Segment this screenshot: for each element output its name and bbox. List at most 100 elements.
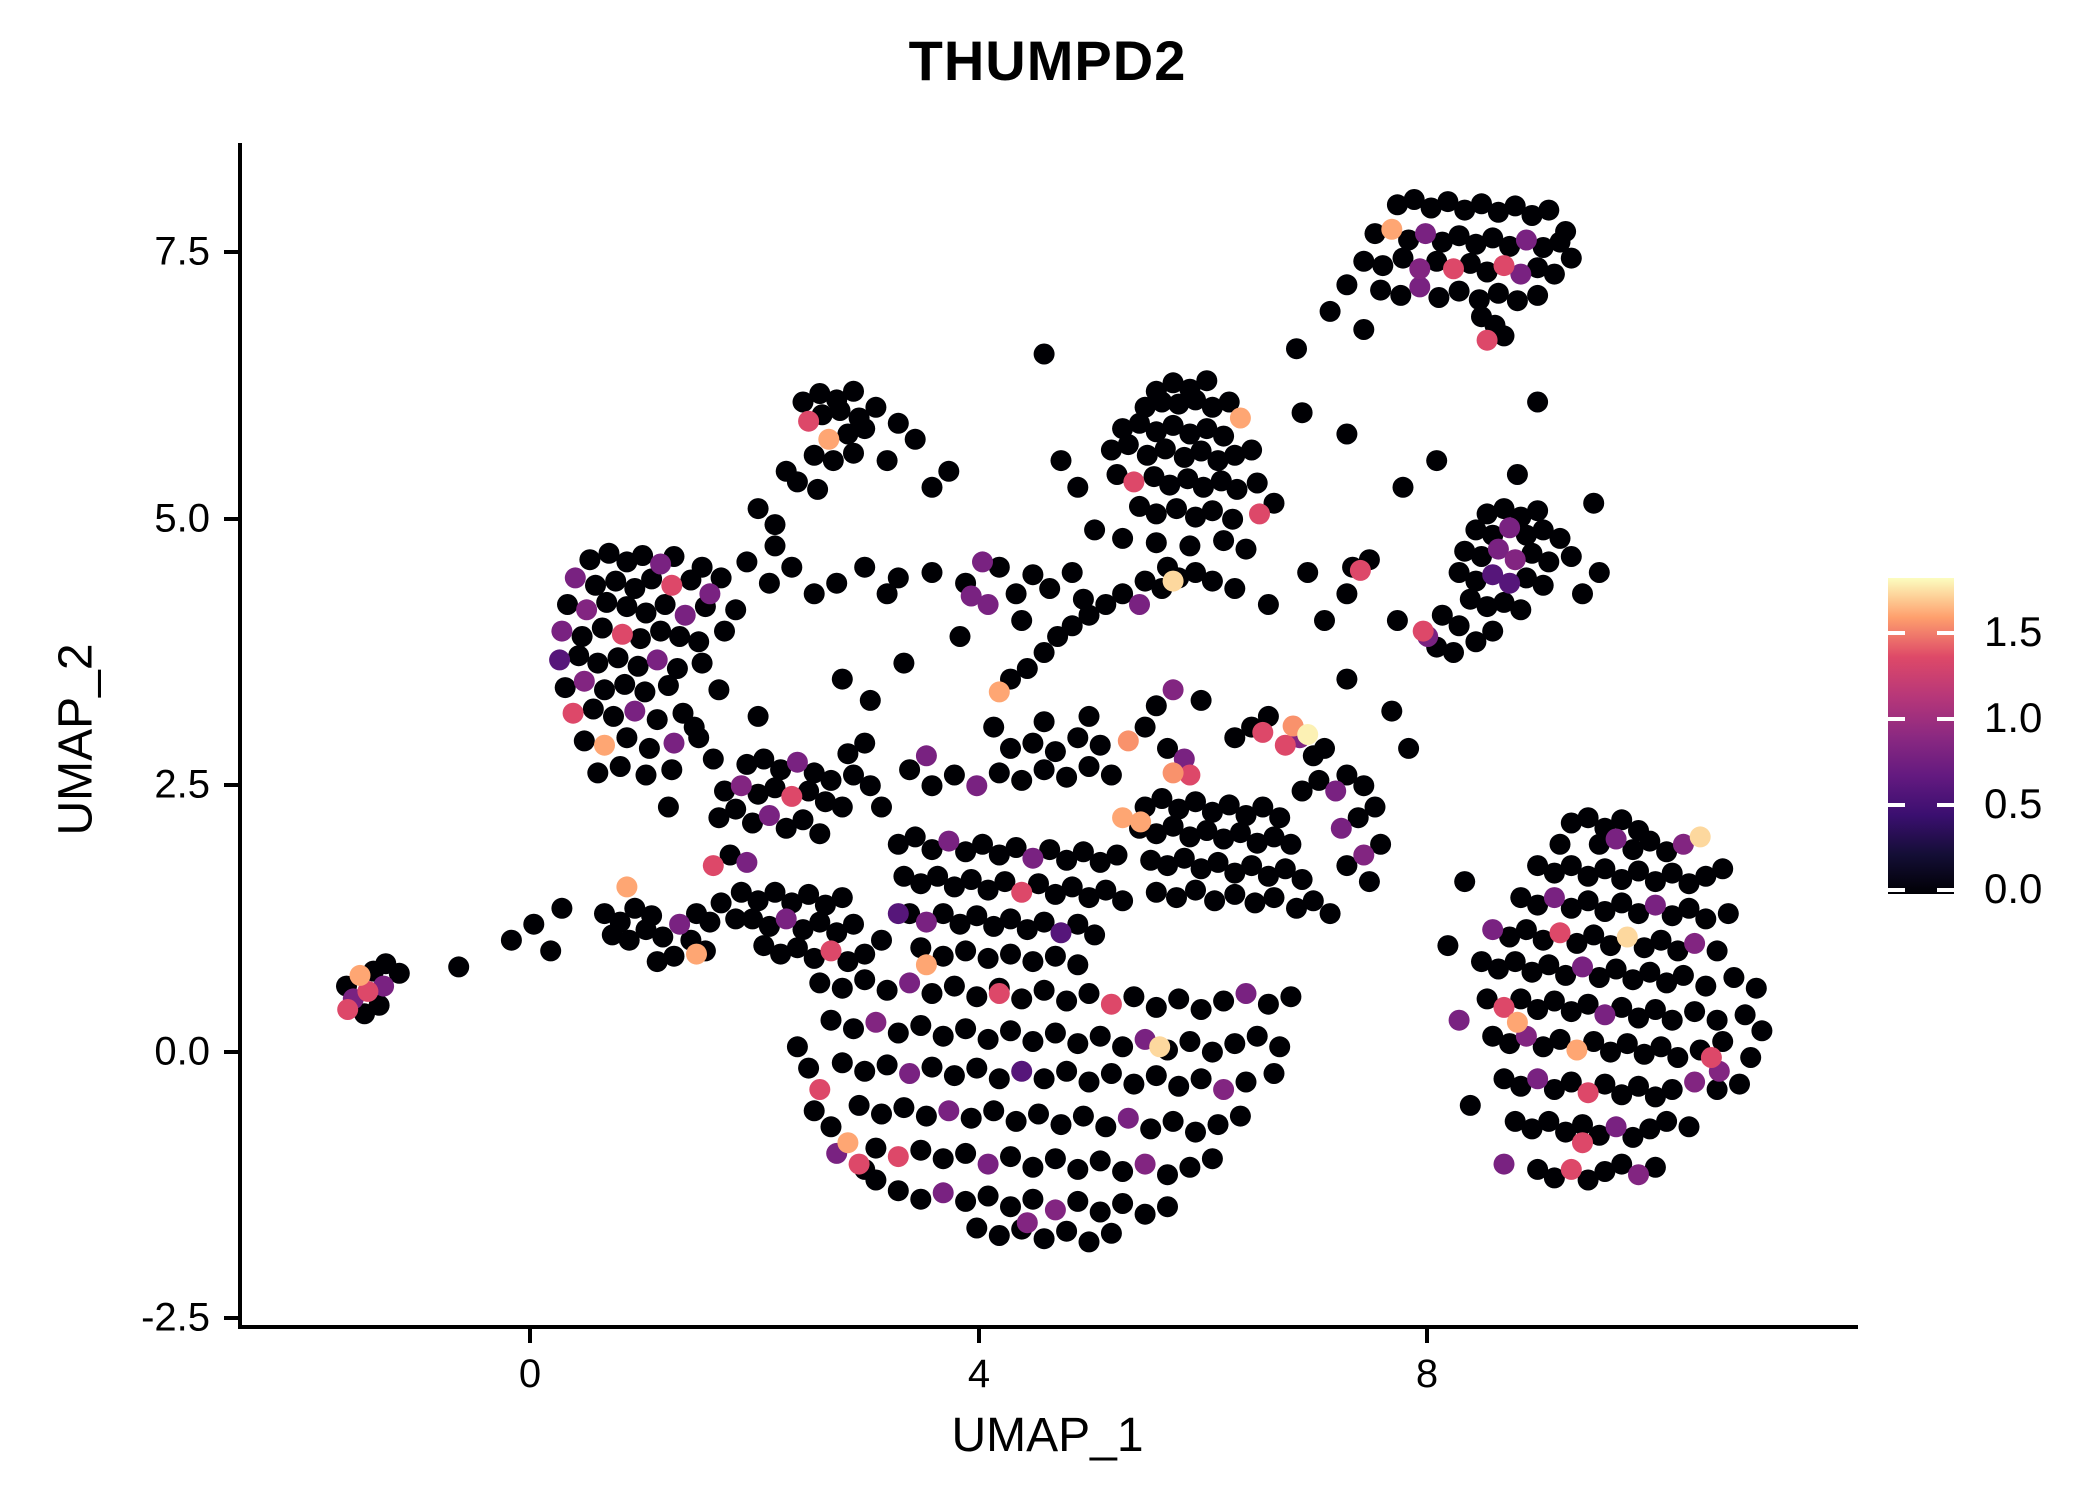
data-point: [1577, 993, 1599, 1015]
data-point: [1443, 258, 1464, 280]
data-point: [1549, 1028, 1571, 1050]
data-point: [688, 727, 710, 749]
data-point: [977, 1028, 999, 1050]
data-point: [747, 890, 769, 912]
data-point: [915, 911, 937, 933]
data-point: [1078, 1231, 1100, 1253]
data-point: [1179, 1031, 1201, 1052]
data-point: [988, 681, 1010, 703]
data-point: [714, 620, 735, 642]
y-tick-label: 2.5: [154, 762, 210, 807]
data-point: [1177, 468, 1199, 490]
data-point: [1089, 851, 1111, 873]
data-point: [1291, 869, 1313, 890]
data-point: [899, 759, 921, 781]
data-point: [1700, 1047, 1722, 1068]
data-point: [820, 1009, 842, 1031]
data-point: [1056, 849, 1078, 871]
data-point: [848, 1153, 870, 1175]
data-point: [699, 911, 721, 933]
data-point: [1577, 890, 1599, 912]
data-point: [764, 514, 786, 536]
data-point: [1100, 1063, 1122, 1084]
data-point: [899, 972, 921, 994]
data-point: [1112, 1036, 1134, 1058]
data-point: [1269, 807, 1291, 829]
data-point: [1143, 466, 1165, 488]
data-point: [865, 396, 887, 418]
data-point: [955, 1018, 977, 1040]
data-point: [579, 549, 601, 571]
data-point: [837, 1132, 859, 1154]
data-point: [854, 969, 876, 991]
data-point: [627, 655, 649, 677]
data-point: [803, 1100, 825, 1122]
data-point: [500, 929, 522, 951]
data-point: [1123, 986, 1145, 1008]
data-point: [1521, 961, 1543, 983]
data-point: [1263, 1063, 1285, 1084]
data-point: [1611, 809, 1633, 831]
data-point: [616, 551, 638, 573]
data-point: [1398, 737, 1420, 759]
data-point: [876, 583, 898, 605]
data-point: [1129, 412, 1150, 434]
data-point: [988, 1225, 1010, 1246]
data-point: [1179, 764, 1201, 786]
data-point: [1201, 1148, 1223, 1170]
data-point: [747, 783, 769, 805]
data-point: [1033, 343, 1055, 365]
data-point: [1650, 1036, 1672, 1058]
data-point: [587, 762, 609, 784]
data-point: [1112, 583, 1134, 605]
data-point: [1149, 1036, 1171, 1058]
data-point: [1538, 199, 1560, 221]
data-point: [1628, 1075, 1649, 1097]
data-point: [1661, 905, 1683, 927]
data-point: [1678, 1116, 1700, 1138]
data-point: [1033, 711, 1055, 733]
data-point: [1179, 423, 1201, 445]
data-point: [1067, 954, 1089, 976]
data-point: [1611, 892, 1633, 914]
data-point: [1022, 1031, 1044, 1052]
data-point: [809, 911, 831, 933]
data-point: [1656, 841, 1678, 863]
data-point: [1594, 1161, 1616, 1182]
data-point: [1349, 559, 1371, 581]
data-point: [1190, 1068, 1212, 1090]
data-point: [822, 450, 844, 472]
data-point: [1594, 1073, 1616, 1095]
data-point: [1476, 503, 1498, 525]
y-tick-label: 0.0: [154, 1029, 210, 1074]
data-point: [1471, 546, 1492, 567]
data-point: [826, 572, 848, 594]
data-point: [977, 594, 999, 615]
data-point: [1078, 705, 1100, 727]
data-point: [775, 460, 797, 482]
data-point: [1644, 894, 1666, 916]
data-point: [1224, 883, 1246, 905]
data-point: [1459, 588, 1481, 610]
data-point: [1210, 470, 1232, 492]
y-tick-mark: [224, 1050, 238, 1054]
data-point: [1162, 372, 1184, 394]
data-point: [1420, 197, 1442, 219]
data-point: [1117, 730, 1139, 752]
data-point: [725, 599, 747, 621]
data-point: [1224, 444, 1246, 466]
data-point: [1061, 876, 1083, 898]
data-point: [1482, 620, 1504, 642]
data-point: [1499, 572, 1521, 594]
data-point: [1448, 1009, 1470, 1031]
data-point: [1336, 855, 1358, 877]
data-point: [1246, 1025, 1268, 1047]
data-point: [910, 1139, 932, 1161]
data-point: [1162, 762, 1184, 784]
data-point: [758, 572, 780, 594]
data-point: [1336, 668, 1358, 690]
data-point: [876, 979, 898, 1001]
legend-tick-label: 1.5: [1984, 608, 2043, 655]
data-point: [1510, 599, 1532, 621]
data-point: [609, 756, 631, 777]
